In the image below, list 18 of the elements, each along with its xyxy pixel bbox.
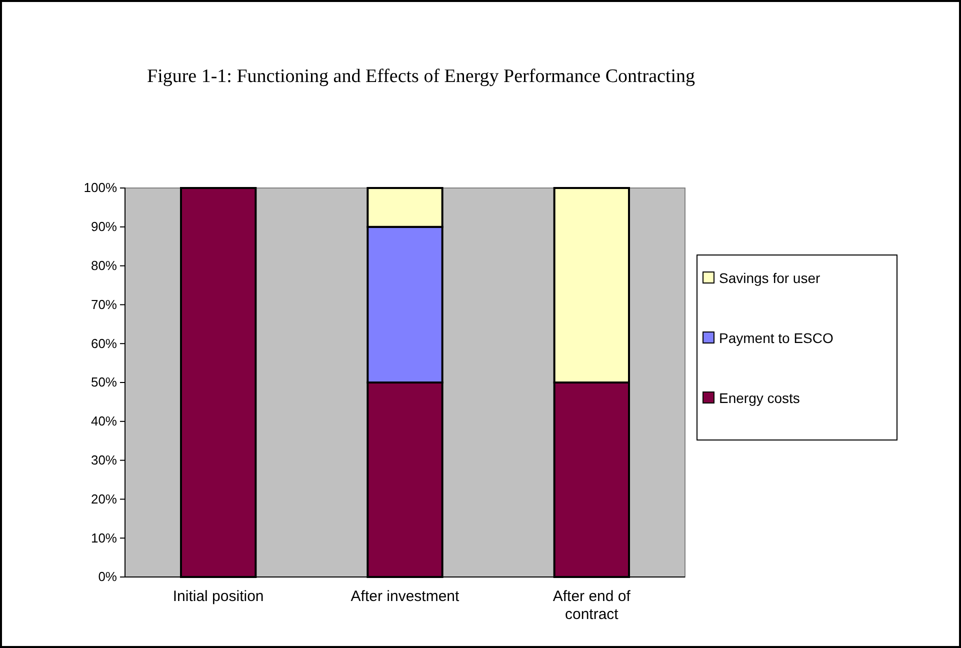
y-tick-label: 90%	[90, 219, 118, 234]
y-tick-label: 50%	[90, 374, 118, 390]
legend-label: Savings for user	[719, 270, 820, 286]
y-tick-label: 70%	[90, 296, 118, 312]
x-tick-label: After end of contract	[552, 588, 632, 623]
chart-title: Figure 1-1: Functioning and Effects of Energy Performance Contracting	[147, 66, 696, 87]
y-tick-label: 20%	[90, 491, 118, 506]
y-tick-label: 30%	[90, 452, 118, 468]
legend-label: Payment to ESCO	[719, 330, 834, 346]
y-tick-label: 0%	[98, 569, 118, 584]
y-tick-label: 100%	[84, 180, 118, 196]
x-tick-label: After investment	[350, 588, 460, 605]
x-tick-label: Initial position	[172, 588, 264, 605]
y-tick-label: 80%	[90, 258, 118, 273]
y-tick-label: 60%	[90, 336, 118, 351]
y-tick-label: 40%	[90, 414, 118, 429]
legend-label: Energy costs	[719, 390, 800, 406]
y-tick-label: 10%	[90, 530, 118, 546]
